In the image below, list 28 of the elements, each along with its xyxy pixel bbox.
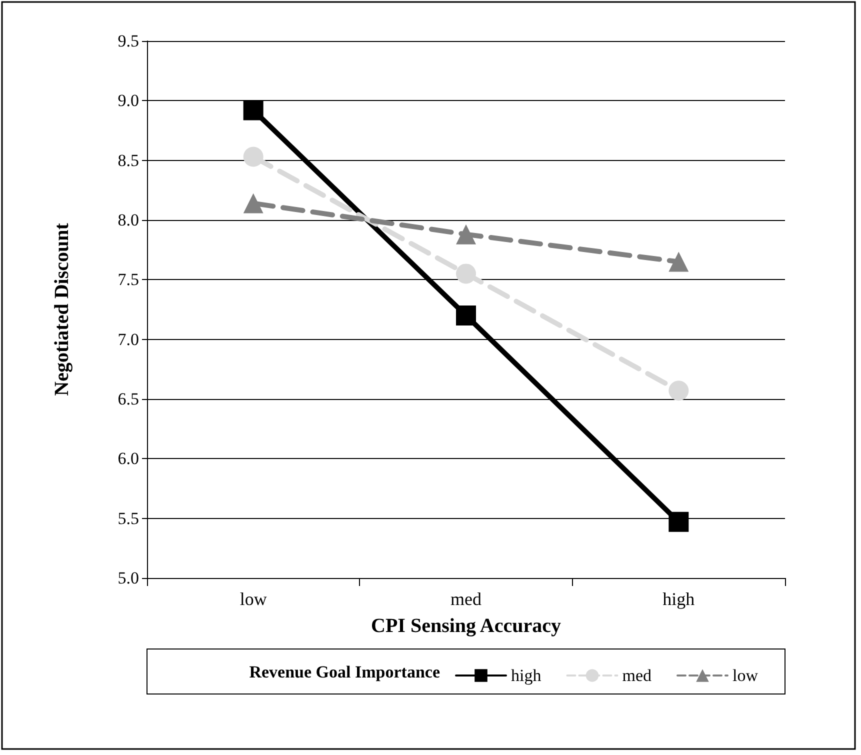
y-tick-label: 8.5 (118, 150, 139, 170)
y-tick-label: 7.5 (118, 270, 139, 290)
legend-label: high (511, 666, 542, 685)
point (456, 305, 476, 326)
legend-title: Revenue Goal Importance (249, 662, 440, 682)
point (243, 193, 264, 214)
x-tick-label: med (450, 589, 482, 609)
point (668, 512, 689, 532)
y-tick-label: 9.0 (118, 91, 139, 110)
point (456, 264, 476, 284)
x-tick-label: high (662, 589, 695, 609)
y-tick-label: 7.0 (118, 330, 139, 349)
y-tick-label: 5.0 (118, 568, 139, 588)
y-tick-label: 5.5 (118, 508, 139, 528)
point (456, 224, 476, 244)
y-tick-label: 6.5 (118, 390, 139, 408)
y-tick-label: 9.5 (118, 32, 139, 50)
legend-label: med (622, 666, 652, 685)
point (668, 252, 689, 272)
point (668, 380, 689, 401)
y-axis-title: Negotiated Discount (51, 222, 73, 396)
y-tick-label: 6.0 (118, 449, 139, 468)
x-tick-label: low (240, 589, 267, 609)
y-tick-label: 8.0 (118, 210, 139, 230)
x-axis-title: CPI Sensing Accuracy (371, 615, 561, 637)
point (243, 100, 264, 120)
point (243, 146, 264, 167)
legend-label: low (732, 666, 759, 685)
